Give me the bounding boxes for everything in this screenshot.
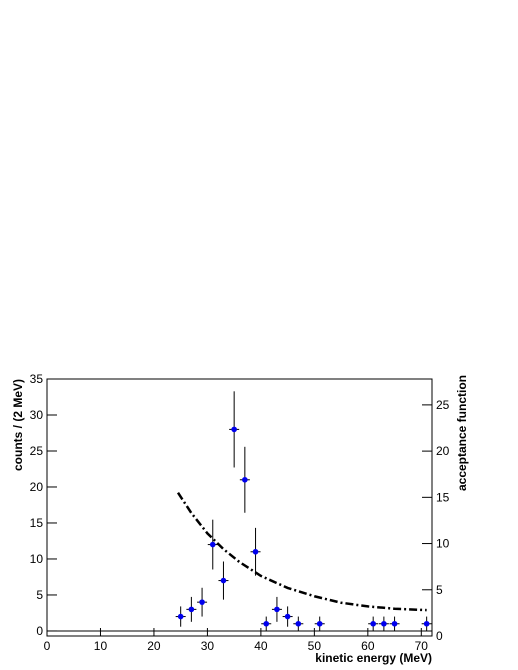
data-point bbox=[316, 620, 323, 627]
y-tick-label: 35 bbox=[30, 372, 44, 386]
x-axis-title: kinetic energy (MeV) bbox=[315, 651, 432, 665]
x-tick-label: 50 bbox=[308, 639, 322, 653]
x-tick-label: 40 bbox=[254, 639, 268, 653]
y-tick-label: 0 bbox=[36, 624, 43, 638]
data-point bbox=[188, 606, 195, 613]
data-point bbox=[209, 541, 216, 548]
data-point bbox=[263, 620, 270, 627]
y-tick-label: 10 bbox=[30, 552, 44, 566]
data-point bbox=[220, 577, 227, 584]
x-tick-label: 20 bbox=[147, 639, 161, 653]
y-tick-label: 30 bbox=[30, 408, 44, 422]
data-point bbox=[274, 606, 280, 613]
y-axis-title: counts / (2 MeV) bbox=[11, 379, 25, 471]
plot-frame bbox=[46, 378, 433, 637]
y2-tick-label: 25 bbox=[436, 398, 450, 412]
data-point bbox=[252, 548, 259, 555]
y-tick-label: 5 bbox=[36, 588, 43, 602]
data-point bbox=[370, 620, 376, 627]
data-point bbox=[295, 620, 302, 627]
y2-tick-label: 20 bbox=[436, 444, 450, 458]
y2-tick-label: 10 bbox=[436, 537, 450, 551]
y2-axis-title: acceptance function bbox=[455, 375, 469, 491]
data-point bbox=[391, 620, 398, 627]
x-tick-label: 70 bbox=[415, 639, 429, 653]
y2-tick-label: 5 bbox=[436, 583, 443, 597]
y-tick-label: 15 bbox=[30, 516, 44, 530]
x-tick-label: 60 bbox=[361, 639, 375, 653]
data-point bbox=[177, 613, 184, 620]
y2-tick-label: 0 bbox=[436, 629, 443, 643]
data-point bbox=[231, 426, 237, 433]
x-tick-label: 10 bbox=[94, 639, 108, 653]
y-tick-label: 25 bbox=[30, 444, 44, 458]
data-point bbox=[423, 620, 430, 627]
data-point bbox=[381, 620, 387, 627]
data-point bbox=[199, 599, 205, 605]
y2-tick-label: 15 bbox=[436, 490, 450, 504]
acceptance-curve bbox=[176, 492, 427, 612]
data-point bbox=[284, 613, 291, 620]
x-tick-label: 30 bbox=[201, 639, 215, 653]
x-tick-label: 0 bbox=[44, 639, 51, 653]
data-point bbox=[242, 476, 248, 483]
y-tick-label: 20 bbox=[30, 480, 44, 494]
